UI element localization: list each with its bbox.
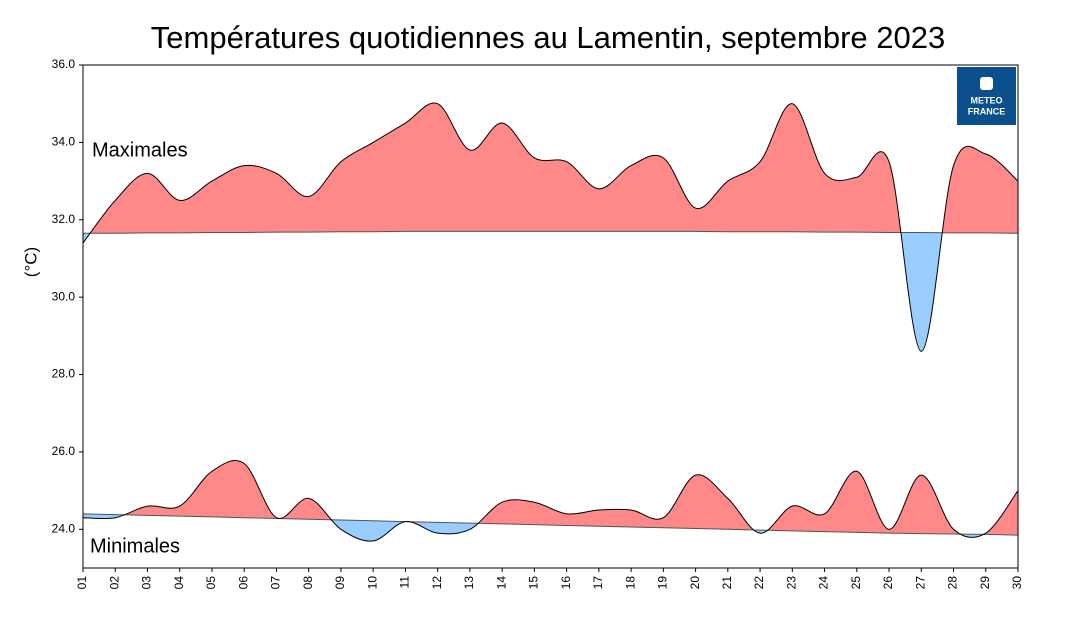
logo-text: FRANCE xyxy=(968,106,1006,116)
x-tick-label: 29 xyxy=(978,576,992,590)
y-tick-label: 28.0 xyxy=(52,367,76,381)
normal-line xyxy=(82,513,1019,536)
anomaly-above xyxy=(83,102,1018,234)
series-line xyxy=(82,102,1019,352)
anomaly-above xyxy=(83,460,1018,536)
y-tick-label: 34.0 xyxy=(52,135,76,149)
x-tick-label: 16 xyxy=(559,576,573,590)
x-tick-label: 26 xyxy=(881,576,895,590)
x-tick-label: 13 xyxy=(462,576,476,590)
x-tick-label: 18 xyxy=(623,576,637,590)
x-tick-label: 04 xyxy=(172,576,186,590)
y-tick-label: 26.0 xyxy=(52,444,76,458)
x-tick-label: 19 xyxy=(656,576,670,590)
x-tick-label: 02 xyxy=(107,576,121,590)
x-tick-label: 17 xyxy=(591,576,605,590)
x-tick-label: 05 xyxy=(204,576,218,590)
x-tick-label: 14 xyxy=(494,576,508,590)
chart-title: Températures quotidiennes au Lamentin, s… xyxy=(151,20,945,55)
logo: METEO FRANCE xyxy=(957,67,1016,125)
x-tick-label: 09 xyxy=(333,576,347,590)
x-tick-label: 23 xyxy=(784,576,798,590)
x-tick-label: 01 xyxy=(75,576,89,590)
logo-icon xyxy=(980,77,993,90)
x-tick-label: 12 xyxy=(430,576,444,590)
logo-text: METEO xyxy=(970,95,1002,105)
x-tick-label: 15 xyxy=(527,576,541,590)
x-tick-label: 07 xyxy=(269,576,283,590)
x-tick-label: 11 xyxy=(398,576,412,589)
logo-box xyxy=(957,67,1016,125)
normal-line xyxy=(83,230,1019,234)
x-tick-label: 25 xyxy=(849,576,863,590)
series-label: Maximales xyxy=(92,139,188,161)
x-tick-label: 08 xyxy=(301,576,315,590)
series-label: Minimales xyxy=(90,535,180,557)
x-tick-label: 28 xyxy=(946,576,960,590)
x-tick-label: 21 xyxy=(720,576,734,590)
x-tick-label: 24 xyxy=(817,576,831,590)
y-tick-label: 24.0 xyxy=(52,521,76,535)
plot-frame xyxy=(82,64,1019,569)
x-tick-label: 10 xyxy=(365,576,379,590)
x-tick-label: 20 xyxy=(688,576,702,590)
y-tick-label: 36.0 xyxy=(52,57,76,71)
series-line xyxy=(82,459,1019,542)
y-tick-label: 30.0 xyxy=(52,289,76,303)
x-tick-label: 30 xyxy=(1010,576,1024,590)
x-tick-label: 27 xyxy=(913,576,927,590)
x-tick-label: 22 xyxy=(752,576,766,590)
x-tick-label: 06 xyxy=(236,576,250,590)
y-axis-label: (°C) xyxy=(21,247,40,277)
y-tick-label: 32.0 xyxy=(52,212,76,226)
x-tick-label: 03 xyxy=(140,576,154,590)
